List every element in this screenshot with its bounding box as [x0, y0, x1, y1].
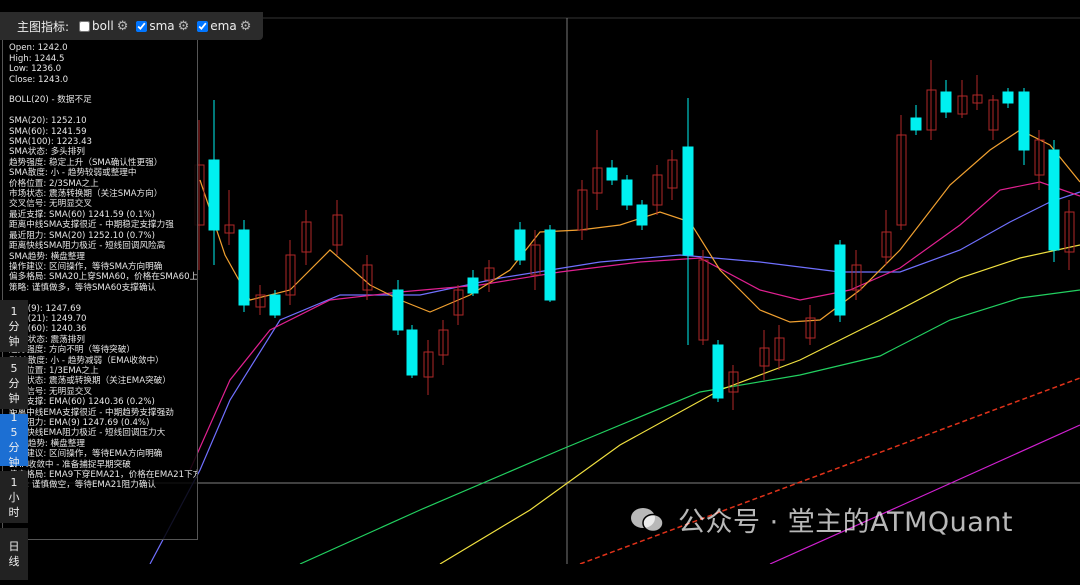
- info-line: 趋势强度: 方向不明（等待突破）: [9, 345, 135, 356]
- info-line: Low: 1236.0: [9, 64, 62, 75]
- indicator-checkbox[interactable]: [136, 20, 148, 32]
- indicator-checkbox[interactable]: [197, 20, 209, 32]
- info-line: 距离中线EMA支撑很近 - 中期趋势支撑强劲: [9, 407, 174, 418]
- settings-icon[interactable]: ⚙: [239, 18, 252, 34]
- info-line: 策略: 谨慎做空，等待EMA21阻力确认: [9, 480, 157, 491]
- timeframe-label: 1小时: [8, 475, 20, 519]
- info-panel: Time: 2025-10-27 10:00Open: 1242.0High: …: [2, 30, 198, 540]
- indicator-checkbox[interactable]: [79, 20, 91, 32]
- info-line: 距离快线EMA阻力极近 - 短线回调压力大: [9, 428, 166, 439]
- settings-icon[interactable]: ⚙: [116, 18, 129, 34]
- page: Time: 2025-10-27 10:00Open: 1242.0High: …: [0, 12, 1080, 580]
- info-line: 交叉信号: 无明显交叉: [9, 199, 92, 210]
- timeframe-button[interactable]: 1分钟: [0, 300, 28, 352]
- info-line: 价格位置: 1/3EMA之上: [9, 365, 99, 376]
- info-line: EMA状态: 震荡排列: [9, 334, 85, 345]
- info-line: High: 1244.5: [9, 53, 65, 64]
- indicator-toggle[interactable]: boll ⚙: [79, 19, 128, 34]
- info-line: Close: 1243.0: [9, 74, 69, 85]
- watermark: 公众号 · 堂主的ATMQuant: [630, 500, 1013, 539]
- candles-up: [194, 60, 1075, 410]
- info-line: EMA(9): 1247.69: [9, 303, 82, 314]
- timeframe-button[interactable]: 日线: [0, 528, 28, 580]
- timeframe-button[interactable]: 5分钟: [0, 357, 28, 409]
- timeframe-label: 5分钟: [8, 361, 20, 405]
- info-line: 距离中线SMA支撑很近 - 中期稳定支撑力强: [9, 220, 174, 231]
- info-line: 交叉信号: 无明显交叉: [9, 386, 92, 397]
- chart-area: [0, 17, 1080, 564]
- info-line: SMA状态: 多头排列: [9, 147, 85, 158]
- info-line: SMA趋势: 横盘整理: [9, 251, 85, 262]
- timeframe-bar: 1分钟 5分钟 15分钟 1小时日线: [0, 300, 28, 585]
- info-line: 最近阻力: EMA(9) 1247.69 (0.4%): [9, 417, 150, 428]
- info-line: 最近阻力: SMA(20) 1252.10 (0.7%): [9, 230, 155, 241]
- spacer: [9, 85, 197, 95]
- indicator-name: sma: [149, 19, 175, 33]
- info-line: 价格位置: 2/3SMA之上: [9, 178, 99, 189]
- info-line: SMA散度: 小 - 趋势较弱或整理中: [9, 168, 137, 179]
- ma-line: [769, 424, 1080, 564]
- indicator-toggle[interactable]: sma ⚙: [136, 19, 189, 34]
- candles-down: [208, 80, 1060, 402]
- info-line: 最近支撑: EMA(60) 1240.36 (0.2%): [9, 397, 155, 408]
- trend-line: [579, 377, 1080, 564]
- info-line: SMA(20): 1252.10: [9, 116, 87, 127]
- timeframe-button[interactable]: 15分钟: [0, 411, 28, 469]
- info-line: 最近支撑: SMA(60) 1241.59 (0.1%): [9, 209, 155, 220]
- info-line: EMA(60): 1240.36: [9, 324, 87, 335]
- indicator-toolbar: 主图指标: boll ⚙ sma ⚙ ema ⚙: [0, 12, 263, 40]
- spacer: [9, 106, 197, 116]
- info-line: 操作建议: 区间操作，等待EMA方向明确: [9, 449, 163, 460]
- timeframe-label: 15分钟: [8, 411, 20, 469]
- wechat-icon: [631, 507, 664, 532]
- info-line: EMA收敛中 - 准备捕捉早期突破: [9, 459, 131, 470]
- indicator-name: boll: [92, 19, 114, 33]
- info-line: Open: 1242.0: [9, 43, 68, 54]
- info-line: EMA(21): 1249.70: [9, 313, 87, 324]
- indicator-name: ema: [210, 19, 237, 33]
- settings-icon[interactable]: ⚙: [177, 18, 190, 34]
- ma-line: [299, 289, 1080, 564]
- toolbar-label: 主图指标:: [17, 19, 70, 34]
- ma-line: [439, 244, 1080, 564]
- info-line: EMA散度: 小 - 趋势减弱（EMA收敛中）: [9, 355, 164, 366]
- ma-line: [199, 129, 1080, 323]
- info-line: SMA(100): 1223.43: [9, 137, 93, 148]
- info-line: EMA趋势: 横盘整理: [9, 438, 85, 449]
- info-line: 偏多格局: SMA20上穿SMA60，价格在SMA60上方: [9, 272, 198, 283]
- info-line: BOLL(20) - 数据不足: [9, 95, 92, 106]
- info-line: 偏空格局: EMA9下穿EMA21，价格在EMA21下方: [9, 470, 198, 481]
- info-line: 距离快线SMA阻力极近 - 短线回调风险高: [9, 241, 166, 252]
- ma-line: [149, 191, 1080, 564]
- info-line: 趋势强度: 稳定上升（SMA确认性更强）: [9, 157, 163, 168]
- indicator-toggle[interactable]: ema ⚙: [197, 19, 251, 34]
- info-line: 策略: 谨慎做多，等待SMA60支撑确认: [9, 282, 157, 293]
- ma-line: [189, 181, 1080, 471]
- info-line: SMA(60): 1241.59: [9, 126, 87, 137]
- spacer: [9, 293, 197, 303]
- info-line: 市场状态: 震荡转换期（关注SMA方向）: [9, 189, 163, 200]
- info-line: 操作建议: 区间操作，等待SMA方向明确: [9, 261, 163, 272]
- timeframe-label: 日线: [8, 540, 20, 568]
- timeframe-label: 1分钟: [8, 304, 20, 348]
- info-line: 市场状态: 震荡或转换期（关注EMA突破）: [9, 376, 171, 387]
- watermark-text: 公众号 · 堂主的ATMQuant: [678, 507, 1014, 538]
- timeframe-button[interactable]: 1小时: [0, 471, 28, 523]
